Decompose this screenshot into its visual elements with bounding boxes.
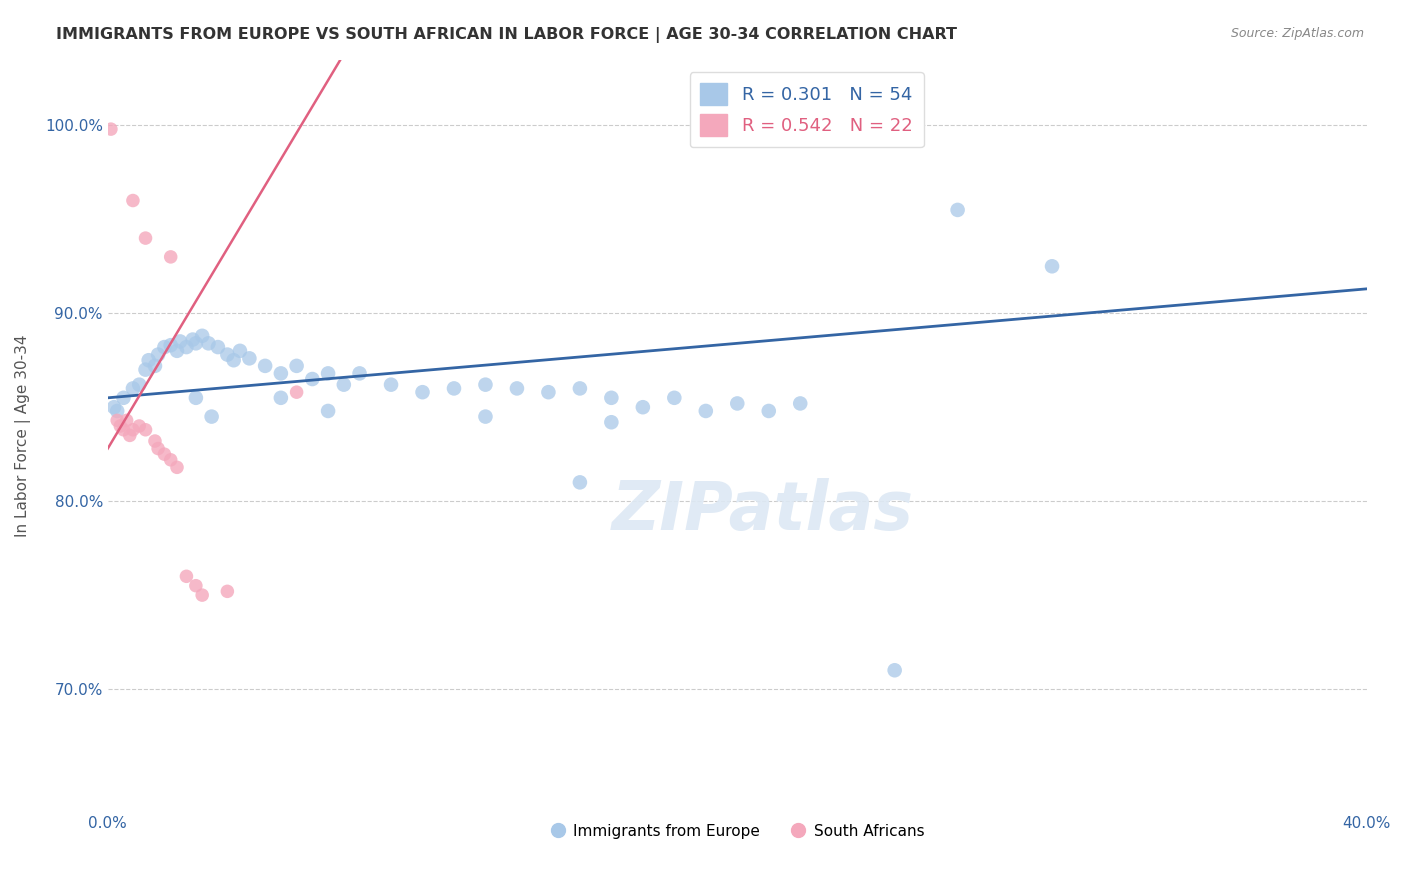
Point bbox=[184, 579, 207, 593]
Point bbox=[695, 404, 717, 418]
Point bbox=[1040, 260, 1063, 274]
Point bbox=[474, 377, 496, 392]
Point bbox=[600, 391, 623, 405]
Point bbox=[118, 428, 141, 442]
Point bbox=[143, 359, 166, 373]
Point bbox=[112, 423, 135, 437]
Legend: Immigrants from Europe, South Africans: Immigrants from Europe, South Africans bbox=[544, 818, 931, 845]
Point bbox=[176, 569, 198, 583]
Point bbox=[128, 419, 150, 434]
Point bbox=[176, 340, 198, 354]
Point bbox=[138, 353, 160, 368]
Point bbox=[159, 452, 181, 467]
Point bbox=[600, 415, 623, 429]
Point bbox=[883, 663, 905, 677]
Point bbox=[380, 377, 402, 392]
Text: ZIPatlas: ZIPatlas bbox=[612, 477, 914, 543]
Text: Source: ZipAtlas.com: Source: ZipAtlas.com bbox=[1230, 27, 1364, 40]
Point bbox=[631, 401, 654, 415]
Text: IMMIGRANTS FROM EUROPE VS SOUTH AFRICAN IN LABOR FORCE | AGE 30-34 CORRELATION C: IMMIGRANTS FROM EUROPE VS SOUTH AFRICAN … bbox=[56, 27, 957, 43]
Point bbox=[270, 367, 292, 381]
Y-axis label: In Labor Force | Age 30-34: In Labor Force | Age 30-34 bbox=[15, 334, 31, 537]
Point bbox=[201, 409, 224, 424]
Point bbox=[285, 385, 308, 400]
Point bbox=[112, 391, 135, 405]
Point bbox=[169, 334, 191, 349]
Point bbox=[238, 351, 260, 366]
Point bbox=[443, 381, 465, 395]
Point bbox=[316, 367, 339, 381]
Point bbox=[105, 413, 128, 427]
Point bbox=[122, 194, 145, 208]
Point bbox=[159, 338, 181, 352]
Point bbox=[115, 413, 138, 427]
Point bbox=[217, 584, 239, 599]
Point bbox=[122, 381, 145, 395]
Point bbox=[184, 336, 207, 351]
Point bbox=[207, 340, 229, 354]
Point bbox=[181, 333, 204, 347]
Point bbox=[285, 359, 308, 373]
Point bbox=[568, 475, 591, 490]
Point bbox=[568, 381, 591, 395]
Point bbox=[146, 442, 169, 456]
Point bbox=[506, 381, 529, 395]
Point bbox=[159, 250, 181, 264]
Point bbox=[128, 377, 150, 392]
Point bbox=[537, 385, 560, 400]
Point bbox=[191, 328, 214, 343]
Point bbox=[412, 385, 434, 400]
Point bbox=[110, 419, 132, 434]
Point bbox=[166, 343, 188, 358]
Point bbox=[184, 391, 207, 405]
Point bbox=[135, 231, 157, 245]
Point bbox=[103, 401, 125, 415]
Point bbox=[146, 348, 169, 362]
Point bbox=[301, 372, 323, 386]
Point bbox=[135, 362, 157, 376]
Point bbox=[254, 359, 277, 373]
Point bbox=[229, 343, 252, 358]
Point bbox=[474, 409, 496, 424]
Point bbox=[197, 336, 219, 351]
Point bbox=[143, 434, 166, 448]
Point bbox=[191, 588, 214, 602]
Point bbox=[758, 404, 780, 418]
Point bbox=[153, 340, 176, 354]
Point bbox=[166, 460, 188, 475]
Point bbox=[222, 353, 245, 368]
Point bbox=[270, 391, 292, 405]
Point bbox=[333, 377, 356, 392]
Point bbox=[122, 423, 145, 437]
Point bbox=[664, 391, 686, 405]
Point bbox=[316, 404, 339, 418]
Point bbox=[789, 396, 811, 410]
Point bbox=[217, 348, 239, 362]
Point bbox=[135, 423, 157, 437]
Point bbox=[153, 447, 176, 461]
Point bbox=[946, 202, 969, 217]
Point bbox=[100, 122, 122, 136]
Point bbox=[725, 396, 748, 410]
Point bbox=[105, 404, 128, 418]
Point bbox=[349, 367, 371, 381]
